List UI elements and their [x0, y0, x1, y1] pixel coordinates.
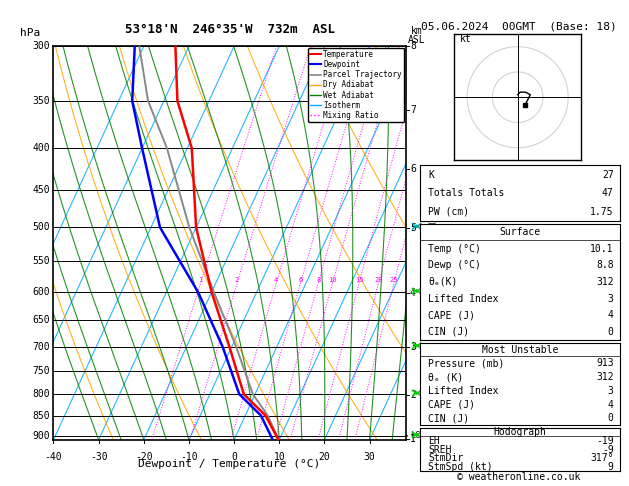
- Text: 2: 2: [410, 390, 416, 400]
- Text: 4: 4: [608, 399, 613, 410]
- Text: 10: 10: [328, 277, 337, 283]
- Text: 850: 850: [32, 411, 50, 420]
- Text: Surface: Surface: [499, 227, 540, 237]
- Text: 3: 3: [410, 342, 416, 352]
- Text: CAPE (J): CAPE (J): [428, 399, 475, 410]
- Text: K: K: [428, 170, 434, 179]
- Text: 20: 20: [374, 277, 382, 283]
- Text: 750: 750: [32, 366, 50, 376]
- Text: -30: -30: [90, 451, 108, 462]
- Text: 15: 15: [355, 277, 364, 283]
- Text: StmDir: StmDir: [428, 453, 464, 463]
- Text: 0: 0: [608, 327, 613, 337]
- Legend: Temperature, Dewpoint, Parcel Trajectory, Dry Adiabat, Wet Adiabat, Isotherm, Mi: Temperature, Dewpoint, Parcel Trajectory…: [308, 48, 404, 122]
- Text: 8.8: 8.8: [596, 260, 613, 270]
- Text: 30: 30: [364, 451, 376, 462]
- Text: -40: -40: [45, 451, 62, 462]
- Text: 600: 600: [32, 287, 50, 297]
- Text: Lifted Index: Lifted Index: [428, 294, 499, 304]
- Text: 53°18'N  246°35'W  732m  ASL: 53°18'N 246°35'W 732m ASL: [125, 23, 335, 36]
- Text: CIN (J): CIN (J): [428, 414, 469, 423]
- Text: 1.75: 1.75: [590, 207, 613, 217]
- Text: Most Unstable: Most Unstable: [482, 345, 558, 354]
- Text: 47: 47: [602, 188, 613, 198]
- Text: 10.1: 10.1: [590, 243, 613, 254]
- Text: θₑ (K): θₑ (K): [428, 372, 464, 382]
- Text: 05.06.2024  00GMT  (Base: 18): 05.06.2024 00GMT (Base: 18): [421, 22, 617, 32]
- Text: 317°: 317°: [590, 453, 613, 463]
- Text: θₑ(K): θₑ(K): [428, 277, 457, 287]
- Text: Pressure (mb): Pressure (mb): [428, 358, 504, 368]
- Text: 5: 5: [410, 223, 416, 233]
- Text: Temp (°C): Temp (°C): [428, 243, 481, 254]
- Text: 450: 450: [32, 185, 50, 195]
- Text: 350: 350: [32, 96, 50, 106]
- Text: Lifted Index: Lifted Index: [428, 386, 499, 396]
- Text: 6: 6: [410, 164, 416, 174]
- Text: 8: 8: [316, 277, 320, 283]
- Text: 0: 0: [231, 451, 237, 462]
- Text: ASL: ASL: [408, 35, 425, 45]
- Text: 300: 300: [32, 41, 50, 51]
- Text: 6: 6: [298, 277, 303, 283]
- Text: StmSpd (kt): StmSpd (kt): [428, 462, 493, 472]
- Text: 700: 700: [32, 342, 50, 352]
- Text: -20: -20: [135, 451, 153, 462]
- Text: LCL: LCL: [410, 432, 425, 440]
- Text: 20: 20: [318, 451, 330, 462]
- X-axis label: Dewpoint / Temperature (°C): Dewpoint / Temperature (°C): [138, 459, 321, 469]
- Text: CIN (J): CIN (J): [428, 327, 469, 337]
- Text: 550: 550: [32, 256, 50, 266]
- Text: 312: 312: [596, 372, 613, 382]
- Text: SREH: SREH: [428, 445, 452, 454]
- Text: © weatheronline.co.uk: © weatheronline.co.uk: [457, 472, 581, 482]
- Text: -19: -19: [596, 436, 613, 446]
- Text: 8: 8: [410, 41, 416, 51]
- Text: 900: 900: [32, 431, 50, 441]
- Text: 10: 10: [274, 451, 285, 462]
- Text: 400: 400: [32, 143, 50, 153]
- Text: 800: 800: [32, 389, 50, 399]
- Text: 4: 4: [274, 277, 279, 283]
- Text: 500: 500: [32, 223, 50, 232]
- Text: -9: -9: [602, 445, 613, 454]
- Text: hPa: hPa: [21, 28, 41, 38]
- Text: Hodograph: Hodograph: [493, 427, 547, 437]
- Text: 2: 2: [235, 277, 239, 283]
- Text: EH: EH: [428, 436, 440, 446]
- Text: 3: 3: [608, 386, 613, 396]
- Text: -10: -10: [180, 451, 198, 462]
- Text: Dewp (°C): Dewp (°C): [428, 260, 481, 270]
- Text: 0: 0: [608, 414, 613, 423]
- Text: Totals Totals: Totals Totals: [428, 188, 504, 198]
- Text: 913: 913: [596, 358, 613, 368]
- Text: 27: 27: [602, 170, 613, 179]
- Text: km: km: [410, 26, 422, 36]
- Text: kt: kt: [460, 34, 471, 44]
- Text: 312: 312: [596, 277, 613, 287]
- Text: 9: 9: [608, 462, 613, 472]
- Text: 25: 25: [390, 277, 398, 283]
- Text: CAPE (J): CAPE (J): [428, 310, 475, 320]
- Text: 4: 4: [410, 288, 416, 297]
- Text: 3: 3: [608, 294, 613, 304]
- Text: 1: 1: [199, 277, 203, 283]
- Text: 1: 1: [410, 434, 416, 444]
- Text: 4: 4: [608, 310, 613, 320]
- Text: Mixing Ratio (g/kg): Mixing Ratio (g/kg): [430, 195, 438, 291]
- Text: 7: 7: [410, 105, 416, 115]
- Text: PW (cm): PW (cm): [428, 207, 469, 217]
- Text: 650: 650: [32, 315, 50, 326]
